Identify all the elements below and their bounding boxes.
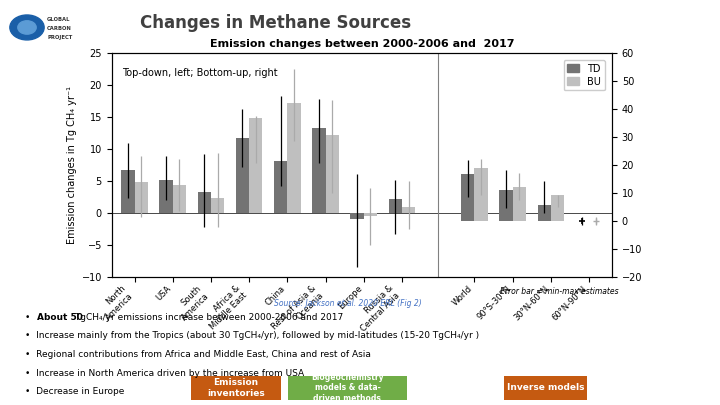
Bar — [389, 199, 402, 213]
Text: PROJECT: PROJECT — [48, 35, 73, 40]
Text: About 50: About 50 — [37, 313, 84, 322]
Bar — [197, 192, 211, 213]
Bar — [325, 136, 339, 213]
Bar — [249, 118, 263, 213]
Text: •  Decrease in Europe: • Decrease in Europe — [25, 387, 125, 396]
Text: Source: Jackson et al. 2020 ERL (Fig 2): Source: Jackson et al. 2020 ERL (Fig 2) — [274, 299, 421, 308]
Text: TgCH₄/yr emissions increase between 2000-2006 and 2017: TgCH₄/yr emissions increase between 2000… — [72, 313, 343, 322]
Text: •  Regional contributions from Africa and Middle East, China and rest of Asia: • Regional contributions from Africa and… — [25, 350, 371, 359]
Circle shape — [10, 15, 44, 40]
Text: Emission
inventories: Emission inventories — [207, 378, 265, 398]
Bar — [312, 128, 325, 213]
Bar — [474, 168, 488, 221]
Text: •  Increase in North America driven by the increase from USA: • Increase in North America driven by th… — [25, 369, 305, 377]
Bar — [364, 213, 377, 216]
Bar — [274, 160, 287, 213]
Text: Changes in Methane Sources: Changes in Methane Sources — [140, 14, 412, 32]
Bar — [551, 195, 564, 221]
Title: Emission changes between 2000-2006 and  2017: Emission changes between 2000-2006 and 2… — [210, 39, 514, 49]
Text: CARBON: CARBON — [48, 26, 72, 31]
Bar — [173, 185, 186, 213]
Bar — [287, 103, 301, 213]
Bar — [135, 182, 148, 213]
Text: GLOBAL: GLOBAL — [48, 17, 71, 22]
Bar — [513, 187, 526, 221]
Bar — [402, 207, 415, 213]
Bar — [499, 190, 513, 221]
Text: •: • — [25, 313, 36, 322]
Bar — [159, 181, 173, 213]
Text: •  Increase mainly from the Tropics (about 30 TgCH₄/yr), followed by mid-latitud: • Increase mainly from the Tropics (abou… — [25, 331, 480, 340]
Text: Top-down, left; Bottom-up, right: Top-down, left; Bottom-up, right — [122, 68, 277, 79]
Y-axis label: Emission changes in Tg CH₄ yr⁻¹: Emission changes in Tg CH₄ yr⁻¹ — [68, 86, 77, 244]
Circle shape — [18, 21, 36, 34]
Text: Error bar = min-max estimates: Error bar = min-max estimates — [500, 287, 619, 296]
Bar — [461, 174, 474, 221]
Bar — [538, 205, 551, 221]
Text: Inverse models: Inverse models — [507, 384, 584, 392]
Bar — [351, 213, 364, 219]
Legend: TD, BU: TD, BU — [564, 60, 605, 90]
Bar — [235, 138, 249, 213]
Text: Biogeochemistry
models & data-
driven methods: Biogeochemistry models & data- driven me… — [311, 373, 384, 403]
Bar — [121, 170, 135, 213]
Bar — [211, 198, 225, 213]
